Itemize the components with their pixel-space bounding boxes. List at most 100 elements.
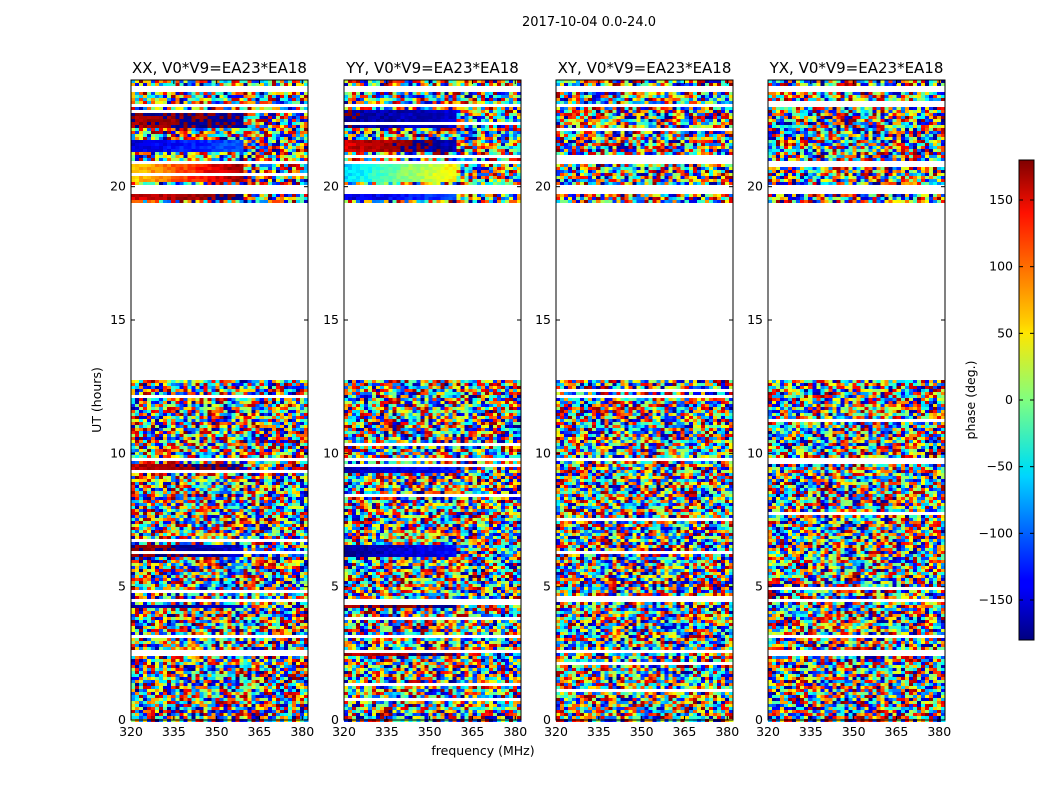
heatmap-cell: [300, 140, 304, 143]
heatmap-cell: [272, 584, 276, 587]
heatmap-cell: [187, 407, 191, 410]
heatmap-cell: [155, 593, 159, 596]
heatmap-cell: [220, 644, 224, 647]
heatmap-cell: [199, 632, 203, 635]
heatmap-cell: [220, 419, 224, 422]
heatmap-cell: [207, 611, 211, 614]
heatmap-cell: [155, 404, 159, 407]
heatmap-cell: [151, 95, 155, 98]
heatmap-cell: [300, 518, 304, 521]
heatmap-cell: [175, 482, 179, 485]
heatmap-cell: [228, 428, 232, 431]
heatmap-cell: [139, 137, 143, 140]
heatmap-cell: [244, 101, 248, 104]
heatmap-cell: [272, 575, 276, 578]
heatmap-cell: [232, 629, 236, 632]
heatmap-cell: [288, 428, 292, 431]
heatmap-cell: [228, 437, 232, 440]
heatmap-cell: [220, 521, 224, 524]
heatmap-cell: [183, 641, 187, 644]
heatmap-cell: [264, 143, 268, 146]
heatmap-cell: [131, 440, 135, 443]
heatmap-cell: [191, 578, 195, 581]
heatmap-cell: [244, 113, 248, 116]
heatmap-cell: [191, 164, 195, 167]
heatmap-cell: [139, 521, 143, 524]
heatmap-cell: [143, 128, 147, 131]
heatmap-cell: [292, 548, 296, 551]
heatmap-cell: [139, 500, 143, 503]
heatmap-cell: [228, 122, 232, 125]
heatmap-cell: [264, 398, 268, 401]
heatmap-cell: [268, 524, 272, 527]
heatmap-cell: [171, 626, 175, 629]
heatmap-cell: [296, 575, 300, 578]
heatmap-cell: [300, 605, 304, 608]
heatmap-cell: [171, 485, 175, 488]
heatmap-cell: [268, 596, 272, 599]
heatmap-cell: [248, 476, 252, 479]
heatmap-cell: [167, 176, 171, 179]
heatmap-cell: [167, 461, 171, 464]
heatmap-cell: [131, 386, 135, 389]
heatmap-cell: [155, 419, 159, 422]
heatmap-cell: [159, 524, 163, 527]
heatmap-cell: [244, 392, 248, 395]
heatmap-cell: [155, 572, 159, 575]
heatmap-cell: [195, 98, 199, 101]
heatmap-cell: [280, 530, 284, 533]
heatmap-cell: [171, 533, 175, 536]
heatmap-cell: [139, 566, 143, 569]
heatmap-cell: [163, 416, 167, 419]
heatmap-cell: [248, 554, 252, 557]
heatmap-cell: [175, 197, 179, 200]
heatmap-cell: [288, 491, 292, 494]
heatmap-cell: [215, 584, 219, 587]
heatmap-cell: [276, 425, 280, 428]
heatmap-cell: [187, 644, 191, 647]
heatmap-cell: [135, 410, 139, 413]
heatmap-cell: [224, 401, 228, 404]
heatmap-cell: [183, 614, 187, 617]
heatmap-cell: [199, 557, 203, 560]
heatmap-cell: [240, 578, 244, 581]
heatmap-cell: [280, 143, 284, 146]
heatmap-cell: [175, 518, 179, 521]
heatmap-cell: [143, 536, 147, 539]
heatmap-cell: [179, 596, 183, 599]
heatmap-cell: [215, 428, 219, 431]
heatmap-cell: [151, 176, 155, 179]
heatmap-cell: [284, 164, 288, 167]
heatmap-cell: [268, 116, 272, 119]
heatmap-cell: [240, 140, 244, 143]
heatmap-cell: [252, 428, 256, 431]
heatmap-cell: [199, 425, 203, 428]
heatmap-cell: [244, 614, 248, 617]
heatmap-cell: [300, 401, 304, 404]
heatmap-cell: [147, 119, 151, 122]
heatmap-cell: [284, 167, 288, 170]
heatmap-cell: [228, 149, 232, 152]
heatmap-cell: [155, 194, 159, 197]
heatmap-cell: [276, 626, 280, 629]
heatmap-cell: [288, 134, 292, 137]
heatmap-cell: [207, 152, 211, 155]
heatmap-cell: [151, 563, 155, 566]
heatmap-cell: [228, 533, 232, 536]
heatmap-cell: [220, 467, 224, 470]
heatmap-cell: [155, 200, 159, 203]
heatmap-cell: [211, 446, 215, 449]
heatmap-cell: [284, 503, 288, 506]
heatmap-cell: [296, 620, 300, 623]
heatmap-cell: [280, 608, 284, 611]
heatmap-cell: [240, 101, 244, 104]
heatmap-cell: [268, 617, 272, 620]
heatmap-cell: [276, 116, 280, 119]
heatmap-cell: [264, 473, 268, 476]
heatmap-cell: [175, 587, 179, 590]
heatmap-cell: [276, 563, 280, 566]
heatmap-cell: [199, 119, 203, 122]
heatmap-cell: [244, 155, 248, 158]
heatmap-cell: [244, 488, 248, 491]
heatmap-cell: [159, 419, 163, 422]
